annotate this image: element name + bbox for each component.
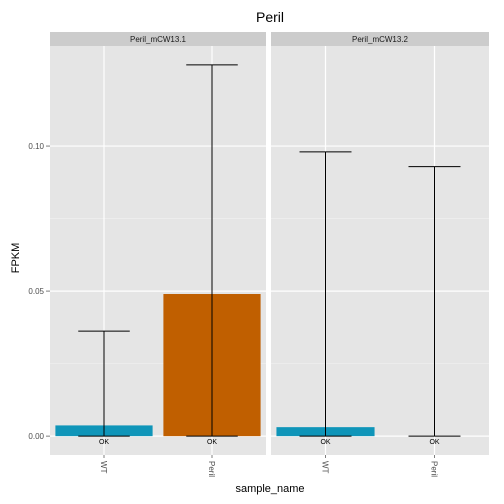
x-tick-label: Peril: [207, 461, 216, 477]
y-tick-label: 0.05: [28, 287, 44, 296]
y-axis: 0.00 0.05 0.10: [28, 142, 50, 441]
panels: Peril_mCW13.1 OK WT OK Peril Peril_mCW13.2 OK W…: [50, 32, 489, 477]
facet-strip-label: Peril_mCW13.2: [352, 35, 409, 44]
x-tick-label: Peril: [430, 461, 439, 477]
x-tick-label: WT: [99, 461, 108, 474]
status-label: OK: [99, 439, 109, 446]
status-label: OK: [207, 439, 217, 446]
facet-strip: [50, 32, 266, 46]
facet-strip: [271, 32, 489, 46]
panel-background: [271, 46, 489, 455]
y-tick-label: 0.10: [28, 142, 44, 151]
chart-title: Peril: [256, 9, 284, 25]
facet-strip-label: Peril_mCW13.1: [130, 35, 187, 44]
y-axis-title: FPKM: [10, 243, 22, 274]
facet-panel-2: Peril_mCW13.2 OK WT OK Peril: [271, 32, 489, 477]
y-tick-label: 0.00: [28, 432, 44, 441]
x-tick-label: WT: [321, 461, 330, 474]
status-label: OK: [320, 439, 330, 446]
status-label: OK: [429, 439, 439, 446]
x-axis-title: sample_name: [235, 483, 304, 495]
facet-panel-1: Peril_mCW13.1 OK WT OK Peril: [50, 32, 266, 477]
